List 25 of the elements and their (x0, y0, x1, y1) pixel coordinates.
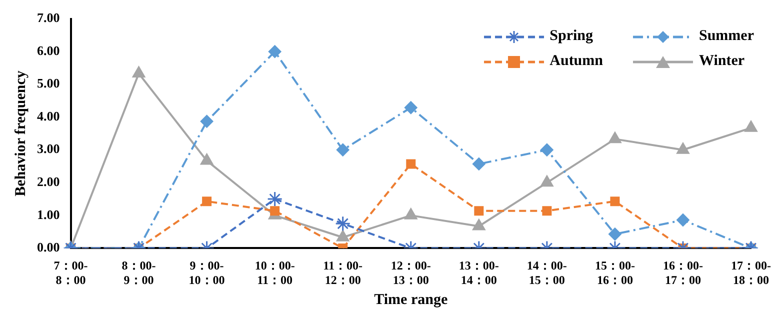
legend-label: Summer (699, 28, 754, 45)
y-tick-label: 6.00 (37, 42, 60, 58)
x-tick-label: 9：00-10：00 (188, 258, 225, 287)
legend-label: Spring (550, 28, 593, 45)
y-tick-label: 3.00 (37, 141, 60, 156)
x-tick-label: 10：00-11：00 (254, 258, 295, 287)
y-tick-label: 4.00 (37, 108, 60, 124)
x-tick-label: 13：00-14：00 (458, 258, 499, 287)
y-tick-label: 1.00 (37, 206, 60, 222)
x-tick-label: 8：00-9：00 (122, 258, 156, 287)
x-tick-label: 15：00-16：00 (594, 258, 635, 287)
y-tick-label: 7.00 (37, 10, 60, 26)
x-axis-title: Time range (374, 292, 448, 308)
y-axis-title: Behavior frequency (12, 70, 29, 196)
x-tick-label: 16：00-17：00 (662, 258, 703, 287)
x-tick-label: 17：00-18：00 (731, 258, 771, 287)
y-tick-label: 2.00 (37, 174, 60, 190)
y-tick-label: 5.00 (37, 76, 60, 91)
y-tick-label: 0.00 (37, 240, 60, 255)
x-tick-label: 7：00-8：00 (54, 258, 88, 287)
x-tick-label: 14：00-15：00 (526, 258, 567, 287)
legend-label: Winter (699, 53, 745, 70)
x-tick-label: 12：00-13：00 (390, 258, 431, 287)
x-tick-label: 11：00-12：00 (323, 258, 363, 287)
legend-label: Autumn (550, 53, 603, 70)
